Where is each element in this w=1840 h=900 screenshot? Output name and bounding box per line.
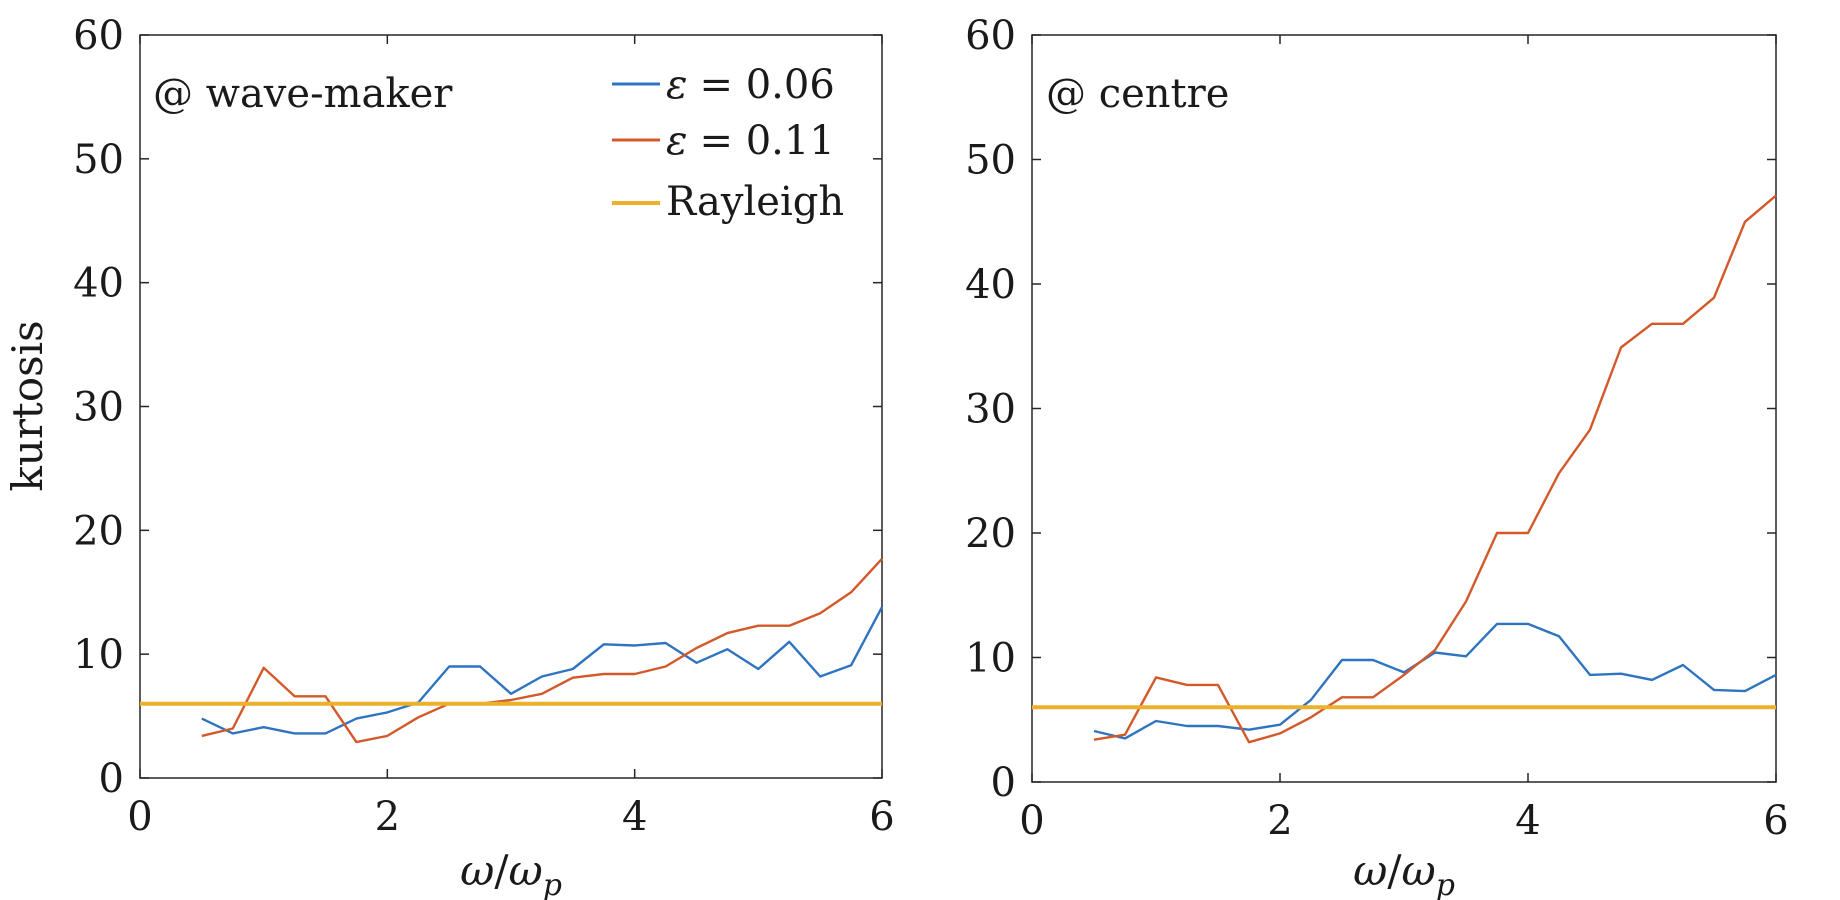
panel-annotation: @ centre [1046,71,1229,117]
x-axis-label-omega: ω [1353,846,1387,895]
x-axis-label-subscript: p [543,868,562,900]
x-tick-label: 0 [1019,798,1044,844]
x-axis-label-omega-base: ω [508,846,542,895]
x-tick-label: 2 [1267,798,1292,844]
y-tick-labels: 0 10 20 30 40 50 60 [73,13,124,802]
y-tick-label: 10 [73,632,124,678]
x-axis-label: ω/ωp [460,846,562,900]
y-tick-label: 20 [965,511,1016,557]
y-tick-label: 0 [99,756,124,802]
y-tick-label: 40 [965,262,1016,308]
legend: ε = 0.06 ε = 0.11 Rayleigh [612,62,844,225]
series-eps-006 [1093,622,1777,740]
panel-wave-maker: 0 10 20 30 40 50 60 0 2 4 6 @ wave-maker kurtosis… [3,13,895,900]
panel-annotation: @ wave-maker [153,71,453,117]
y-tick-label: 40 [73,261,124,307]
y-tick-label: 30 [965,387,1016,433]
series-eps-011 [1093,194,1777,744]
x-tick-label: 4 [622,794,647,840]
y-tick-label: 60 [73,13,124,59]
x-axis-label: ω/ωp [1353,846,1455,900]
series-eps-006 [201,606,884,735]
x-tick-label: 6 [1763,798,1788,844]
x-axis-label-slash: / [1387,846,1402,895]
x-tick-label: 0 [127,794,152,840]
y-tick-label: 60 [965,13,1016,59]
x-axis-label-slash: / [494,846,509,895]
y-tick-label: 0 [991,760,1016,806]
x-tick-labels: 0 2 4 6 [127,794,894,840]
series-group [140,557,884,744]
y-tick-label: 50 [965,138,1016,184]
y-tick-label: 30 [73,385,124,431]
x-tick-label: 2 [375,794,400,840]
tick-marks [1031,34,1777,783]
x-axis-label-omega-base: ω [1401,846,1435,895]
series-group [1032,194,1777,744]
legend-label-rayleigh: Rayleigh [666,179,844,225]
x-tick-label: 4 [1515,798,1540,844]
y-tick-label: 20 [73,508,124,554]
series-eps-011 [201,557,883,744]
legend-label-eps-006: ε = 0.06 [666,62,835,108]
y-tick-label: 50 [73,137,124,183]
x-axis-label-subscript: p [1436,868,1455,900]
x-tick-labels: 0 2 4 6 [1019,798,1788,844]
x-tick-label: 6 [869,794,894,840]
legend-label-eps-011: ε = 0.11 [666,118,835,164]
tick-marks [139,34,883,779]
x-axis-label-omega: ω [460,846,494,895]
plot-frame [1031,34,1777,783]
y-axis-label: kurtosis [3,320,52,491]
y-tick-labels: 0 10 20 30 40 50 60 [965,13,1016,806]
y-tick-label: 10 [965,636,1016,682]
